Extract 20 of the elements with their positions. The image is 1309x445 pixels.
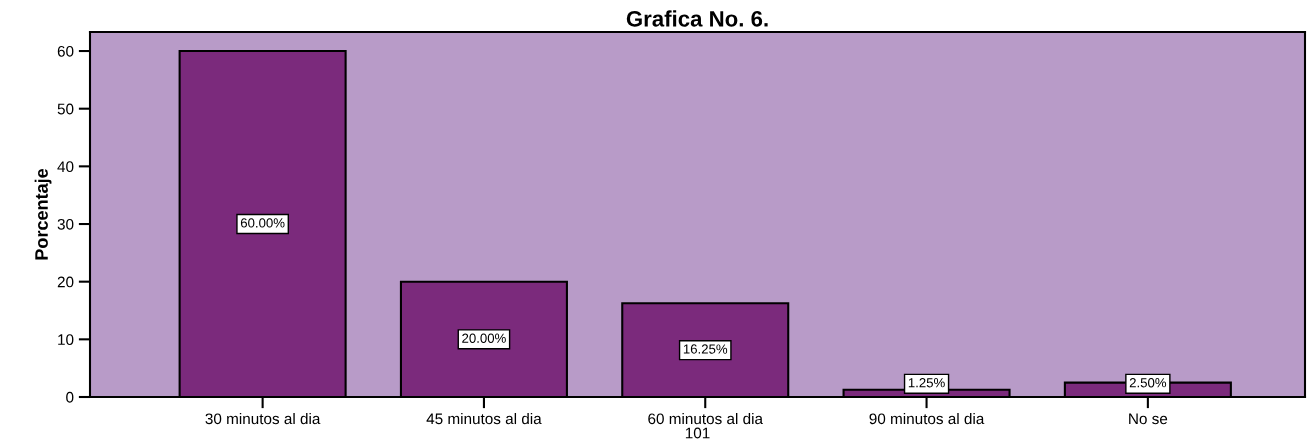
y-tick-label: 0 [66,391,74,403]
y-axis-title: Porcentaje [34,168,52,260]
y-tick-label: 60 [57,45,74,57]
y-tick-label: 20 [57,276,74,288]
data-label: 2.50% [1129,378,1167,388]
x-tick-label: No se [1129,413,1168,425]
data-label: 60.00% [240,218,285,228]
x-tick-label: 90 minutos al dia [869,412,985,425]
x-tick-label: 30 minutos al dia [205,412,321,425]
data-label: 16.25% [683,344,728,354]
data-label: 20.00% [462,333,506,343]
x-axis-title: 101 [685,427,710,439]
x-tick-label: 45 minutos al dia [426,412,542,425]
chart-title: Grafica No. 6. [626,10,768,27]
y-tick-label: 30 [57,218,74,230]
y-tick-label: 40 [57,161,74,173]
x-tick-label: 60 minutos al dia [648,412,763,425]
y-tick-label: 10 [58,334,74,346]
y-tick-label: 50 [57,103,74,115]
data-label: 1.25% [908,378,945,388]
